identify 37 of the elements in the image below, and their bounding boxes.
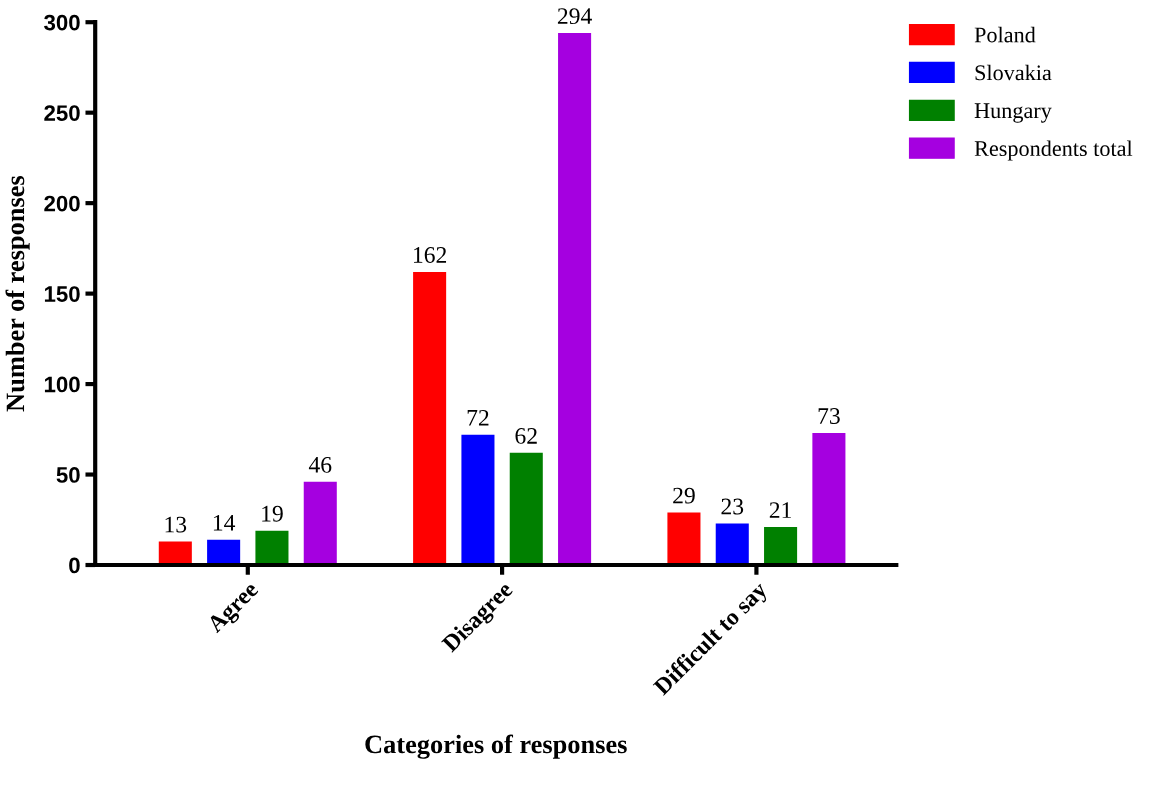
y-tick-label: 300 xyxy=(44,14,80,31)
data-label: 46 xyxy=(308,456,332,473)
data-label: 19 xyxy=(262,505,283,522)
bar xyxy=(255,530,289,566)
data-label: 72 xyxy=(467,409,489,426)
data-label: 29 xyxy=(673,487,695,504)
bar xyxy=(461,434,495,566)
bar xyxy=(558,33,592,566)
bar xyxy=(303,481,337,566)
bar xyxy=(715,523,749,566)
bar xyxy=(158,541,192,566)
data-label: 21 xyxy=(769,502,791,518)
bar xyxy=(812,432,846,566)
data-label: 73 xyxy=(818,408,840,424)
bar xyxy=(667,512,701,566)
y-tick-label: 50 xyxy=(56,467,80,483)
data-label: 162 xyxy=(413,247,447,263)
legend-label: Slovakia xyxy=(975,64,1052,81)
y-tick-label: 150 xyxy=(44,286,80,302)
data-label: 294 xyxy=(557,8,592,25)
y-tick-label: 0 xyxy=(69,557,80,574)
y-tick-label: 250 xyxy=(44,105,80,121)
data-label: 14 xyxy=(213,514,236,531)
bar xyxy=(413,271,447,566)
data-label: 62 xyxy=(515,428,537,444)
x-axis-title: Categories of responses xyxy=(365,734,627,759)
legend-label: Poland xyxy=(974,26,1036,43)
y-tick-label: 200 xyxy=(44,195,80,212)
data-label: 23 xyxy=(721,498,744,515)
bar xyxy=(207,539,241,566)
data-label: 13 xyxy=(165,516,187,533)
y-axis-title: Number of responses xyxy=(5,175,30,412)
bar xyxy=(764,527,798,566)
legend-label: Hungary xyxy=(974,103,1052,123)
y-tick-label: 100 xyxy=(44,376,80,393)
bar xyxy=(509,452,543,566)
legend-label: Respondents total xyxy=(974,140,1133,161)
